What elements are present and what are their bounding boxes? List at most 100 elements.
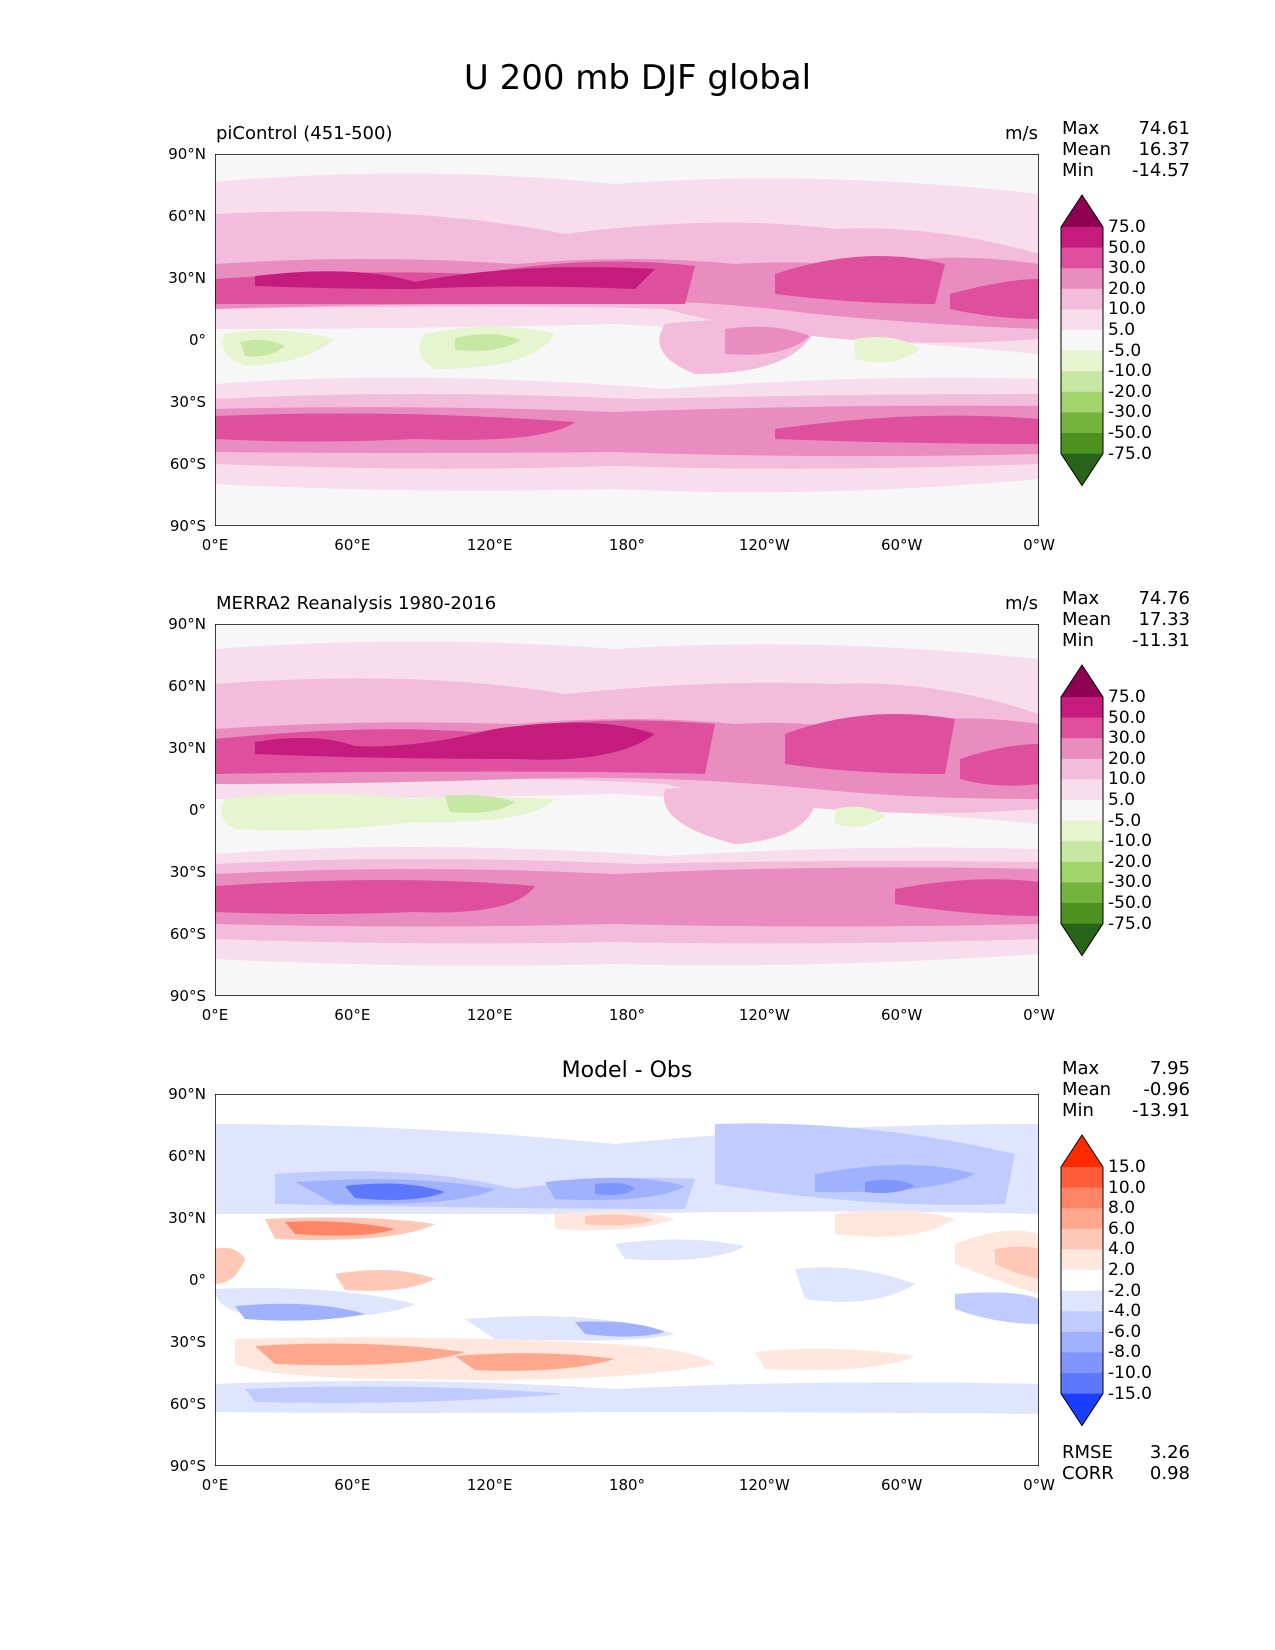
x-tick-label: 0°W	[1023, 1476, 1055, 1494]
corr-value: 0.98	[1149, 1463, 1190, 1484]
colorbar-swatch	[1061, 433, 1103, 455]
stats-box: Max 7.95 Mean -0.96 Min -13.91	[1062, 1058, 1190, 1121]
colorbar-swatch	[1061, 1290, 1103, 1312]
stats-box: Max 74.76 Mean 17.33 Min -11.31	[1062, 588, 1190, 651]
mean-value: 17.33	[1138, 609, 1190, 630]
y-tick-label: 90°S	[169, 517, 206, 535]
colorbar-tick-label: -75.0	[1108, 443, 1152, 464]
x-tick-label: 0°E	[201, 1476, 229, 1494]
colorbar-swatch	[1061, 1208, 1103, 1230]
colorbar-tick-label: 15.0	[1108, 1157, 1146, 1177]
x-tick-label: 60°W	[880, 1006, 923, 1024]
colorbar-tick-label: -20.0	[1108, 381, 1152, 402]
y-tick-label: 60°S	[169, 925, 206, 943]
panel-label: MERRA2 Reanalysis 1980-2016	[216, 593, 497, 614]
colorbar-tick-label: -15.0	[1108, 1383, 1152, 1404]
y-tick-label: 30°S	[169, 393, 206, 411]
colorbar-swatch	[1061, 412, 1103, 434]
y-tick-label: 90°N	[168, 145, 206, 163]
max-label: Max	[1062, 588, 1100, 609]
x-tick-label: 120°W	[738, 1006, 790, 1024]
colorbar-tick-label: -6.0	[1108, 1321, 1142, 1342]
colorbar-extend-top	[1061, 1135, 1103, 1167]
colorbar-swatch	[1061, 391, 1103, 413]
colorbar-tick-label: -50.0	[1108, 893, 1152, 913]
x-tick-label: 180°	[608, 1476, 646, 1494]
x-tick-label: 120°E	[466, 536, 513, 554]
y-tick-label: 60°N	[168, 677, 206, 695]
colorbar-swatch	[1061, 820, 1103, 842]
min-label: Min	[1062, 1100, 1094, 1121]
colorbar-extend-bottom	[1061, 923, 1103, 956]
min-label: Min	[1062, 630, 1094, 651]
x-tick-label: 60°E	[334, 1006, 371, 1024]
colorbar-swatch	[1061, 1352, 1103, 1374]
colorbar-extend-bottom	[1061, 453, 1103, 486]
panel-label: piControl (451-500)	[216, 123, 393, 144]
colorbar-swatch	[1061, 841, 1103, 863]
corr-label: CORR	[1062, 1463, 1114, 1484]
colorbar-tick-label: -10.0	[1108, 361, 1152, 382]
colorbar-swatch	[1061, 1228, 1103, 1250]
map-picontrol	[215, 154, 1039, 526]
colorbar-swatch	[1061, 779, 1103, 801]
x-tick-label: 0°W	[1023, 536, 1055, 554]
y-tick-label: 90°N	[168, 1085, 206, 1103]
y-tick-label: 60°S	[169, 455, 206, 473]
colorbar-swatch	[1061, 309, 1103, 331]
y-tick-label: 0°	[188, 801, 206, 819]
colorbar-tick-label: 75.0	[1108, 217, 1146, 237]
colorbar-swatch	[1061, 861, 1103, 883]
colorbar-swatch	[1061, 1187, 1103, 1209]
colorbar-tick-label: 20.0	[1108, 748, 1146, 769]
colorbar-swatch	[1061, 903, 1103, 925]
x-tick-label: 120°E	[466, 1006, 513, 1024]
colorbar-tick-label: -20.0	[1108, 851, 1152, 872]
colorbar-swatch	[1061, 1331, 1103, 1353]
skill-stats-box: RMSE 3.26 CORR 0.98	[1062, 1442, 1190, 1484]
colorbar-swatch	[1061, 288, 1103, 310]
y-tick-label: 60°N	[168, 207, 206, 225]
colorbar-tick-label: -30.0	[1108, 872, 1152, 893]
y-tick-label: 90°S	[169, 1457, 206, 1475]
colorbar-swatch	[1061, 1373, 1103, 1395]
max-value: 7.95	[1149, 1058, 1190, 1079]
x-tick-label: 60°W	[880, 1476, 923, 1494]
figure-title: U 200 mb DJF global	[463, 58, 812, 98]
colorbar-tick-label: 8.0	[1108, 1198, 1136, 1219]
panel-model-minus-obs: Model - Obs Max 7.95 Mean -0.96 Min -13.91	[0, 1058, 1275, 1528]
y-tick-label: 0°	[188, 331, 206, 349]
colorbar-tick-label: -4.0	[1108, 1301, 1142, 1322]
colorbar-swatch	[1061, 350, 1103, 372]
mean-value: -0.96	[1143, 1079, 1190, 1100]
colorbar-tick-label: -10.0	[1108, 831, 1152, 852]
colorbar-extend-top	[1061, 665, 1103, 697]
colorbar-tick-label: 4.0	[1108, 1239, 1136, 1260]
colorbar: 75.0 50.0 30.0 20.0 10.0 5.0 -5.0 -10.0 -20.0 -30…	[1060, 664, 1152, 961]
colorbar-swatch	[1061, 371, 1103, 393]
colorbar-tick-label: 30.0	[1108, 728, 1146, 749]
colorbar-tick-label: -5.0	[1108, 810, 1142, 831]
colorbar-swatch	[1061, 697, 1103, 719]
colorbar-tick-label: -30.0	[1108, 402, 1152, 423]
min-value: -13.91	[1131, 1100, 1190, 1121]
colorbar-tick-label: 10.0	[1108, 769, 1146, 790]
stats-box: Max 74.61 Mean 16.37 Min -14.57	[1062, 118, 1190, 181]
colorbar-tick-label: 6.0	[1108, 1218, 1136, 1239]
min-value: -11.31	[1131, 630, 1190, 651]
colorbar-tick-label: -5.0	[1108, 340, 1142, 361]
y-tick-label: 30°N	[168, 269, 206, 287]
colorbar-tick-label: 30.0	[1108, 258, 1146, 279]
y-tick-label: 0°	[188, 1271, 206, 1289]
colorbar-swatches	[1060, 1134, 1104, 1427]
mean-value: 16.37	[1138, 139, 1190, 160]
colorbar-tick-label: 10.0	[1108, 299, 1146, 320]
rmse-value: 3.26	[1149, 1442, 1190, 1463]
x-tick-label: 60°E	[334, 1476, 371, 1494]
colorbar: 15.0 10.0 8.0 6.0 4.0 2.0 -2.0 -4.0 -6.0 -8.0 -10.…	[1060, 1134, 1152, 1431]
units-label: m/s	[1005, 123, 1038, 144]
x-tick-label: 120°W	[738, 1476, 790, 1494]
y-tick-label: 90°S	[169, 987, 206, 1005]
colorbar-tick-label: -50.0	[1108, 423, 1152, 443]
y-tick-label: 60°N	[168, 1147, 206, 1165]
